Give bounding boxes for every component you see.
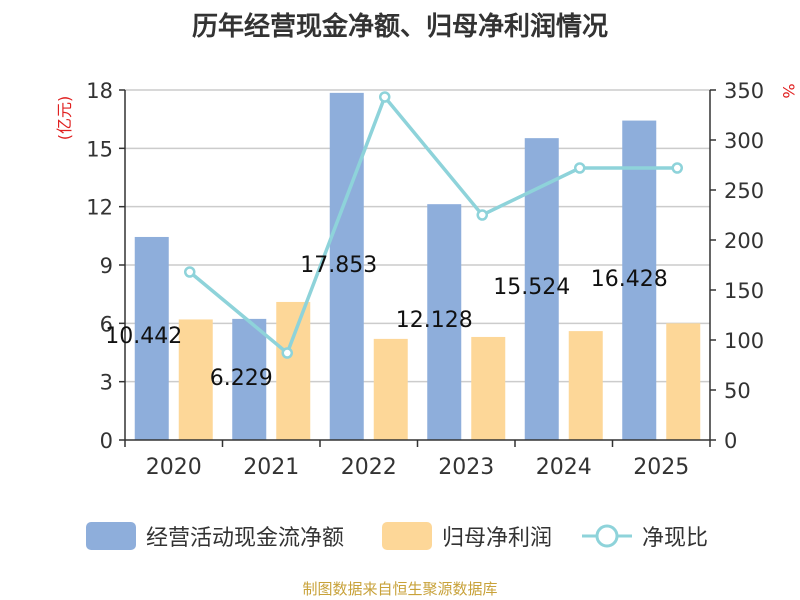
legend-item-cashflow[interactable]: 经营活动现金流净额 — [86, 518, 344, 554]
data-labels: 10.442 6.229 17.853 12.128 15.524 16.428 — [105, 253, 667, 391]
bar-value-label: 15.524 — [493, 275, 570, 300]
x-tick-label: 2024 — [536, 455, 592, 480]
bar-net-profit — [568, 331, 603, 440]
bar-value-label: 6.229 — [210, 366, 273, 391]
x-tick-label: 2025 — [633, 455, 689, 480]
bar-net-profit — [276, 301, 311, 440]
bar-net-profit — [373, 338, 408, 440]
bar-value-label: 17.853 — [300, 253, 377, 278]
y-left-tick-label: 9 — [100, 254, 113, 278]
x-tick-label: 2023 — [438, 455, 494, 480]
legend: 经营活动现金流净额 归母净利润 净现比 — [0, 518, 800, 554]
y-right-tick-label: 100 — [724, 329, 764, 353]
legend-item-net-profit[interactable]: 归母净利润 — [382, 518, 552, 554]
bar-cashflow — [427, 204, 462, 440]
bar-value-label: 16.428 — [591, 267, 668, 292]
y-left-axis-label: (亿元) — [55, 96, 74, 141]
bar-cashflow — [524, 138, 559, 440]
ratio-line — [184, 91, 683, 359]
bar-cashflow — [232, 318, 267, 440]
x-tick-label: 2022 — [341, 455, 397, 480]
axes — [119, 89, 716, 447]
legend-swatch-net-profit — [382, 522, 432, 550]
legend-line-icon — [582, 524, 632, 548]
y-left-tick-label: 12 — [86, 196, 113, 220]
source-note: 制图数据来自恒生聚源数据库 — [302, 580, 498, 598]
bar-value-label: 10.442 — [105, 324, 182, 349]
legend-label-net-profit: 归母净利润 — [442, 526, 553, 551]
bar-net-profit — [666, 323, 701, 440]
y-right-tick-label: 50 — [724, 379, 751, 403]
y-right-axis-label: % — [779, 83, 798, 98]
chart-title: 历年经营现金净额、归母净利润情况 — [191, 12, 608, 42]
legend-label-cashflow: 经营活动现金流净额 — [146, 526, 345, 551]
ratio-point — [379, 91, 391, 103]
ratio-line-path — [188, 93, 678, 356]
y-left-tick-label: 6 — [100, 312, 113, 336]
y-right-tick-label: 150 — [724, 279, 764, 303]
ratio-point — [184, 266, 196, 278]
y-right-tick-label: 300 — [724, 129, 764, 153]
y-left-tick-label: 3 — [100, 371, 113, 395]
bar-net-profit — [471, 336, 506, 440]
legend-label-ratio: 净现比 — [642, 526, 709, 551]
bar-value-label: 12.128 — [396, 308, 473, 333]
y-left-tick-label: 15 — [86, 137, 113, 161]
y-right-tick-label: 350 — [724, 79, 764, 103]
bar-group — [134, 92, 701, 441]
y-right-tick-label: 0 — [724, 429, 737, 453]
ratio-point — [476, 209, 488, 221]
x-tick-label: 2020 — [146, 455, 202, 480]
ratio-point — [574, 162, 586, 174]
ratio-point — [671, 162, 683, 174]
y-right-tick-label: 200 — [724, 229, 764, 253]
bar-cashflow — [329, 92, 364, 440]
y-left-tick-label: 0 — [100, 429, 113, 453]
y-left-tick-label: 18 — [86, 79, 113, 103]
x-tick-label: 2021 — [243, 455, 299, 480]
bar-cashflow — [622, 120, 657, 441]
grid-lines — [125, 89, 710, 383]
y-right-tick-label: 250 — [724, 179, 764, 203]
ratio-point — [281, 347, 293, 359]
bar-cashflow — [134, 236, 169, 440]
tick-labels: 0 3 6 9 12 15 18 0 50 100 150 200 250 300 350 2020 2021 2… — [86, 79, 764, 480]
legend-swatch-cashflow — [86, 522, 136, 550]
bar-net-profit — [178, 319, 213, 440]
legend-item-ratio[interactable]: 净现比 — [582, 518, 708, 554]
